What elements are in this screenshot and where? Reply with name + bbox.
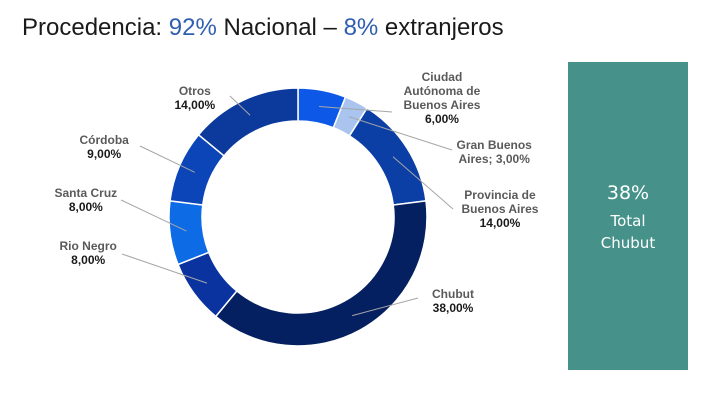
leader-line bbox=[352, 297, 419, 317]
slice-label-name: Otros bbox=[178, 84, 211, 98]
title-pct-nacional: 92% bbox=[168, 14, 217, 41]
leader-line bbox=[392, 156, 454, 210]
slice-label-name: Gran Buenos bbox=[456, 138, 532, 152]
chubut-total-box: 38% Total Chubut bbox=[568, 62, 688, 370]
slice-label-name: Chubut bbox=[432, 287, 474, 301]
title-part-1: Procedencia: bbox=[22, 14, 169, 41]
slice-label: Otros 14,00% bbox=[175, 84, 216, 112]
slice-label-name: Autónoma de bbox=[403, 84, 481, 98]
donut-slice bbox=[168, 199, 210, 266]
chart-title: Procedencia: 92% Nacional – 8% extranjer… bbox=[22, 14, 504, 42]
slice-label-value: 8,00% bbox=[71, 253, 106, 267]
donut-slice bbox=[197, 87, 299, 157]
slice-label: Chubut 38,00% bbox=[432, 287, 474, 315]
slice-label-value: 14,00% bbox=[479, 216, 521, 230]
slice-label-name: Córdoba bbox=[79, 133, 129, 147]
leader-line bbox=[120, 199, 187, 232]
slice-label: Provincia de Buenos Aires 14,00% bbox=[462, 188, 539, 230]
slice-label-name: Provincia de bbox=[464, 188, 536, 202]
slice-label: Santa Cruz 8,00% bbox=[55, 186, 118, 214]
slice-label-value: 38,00% bbox=[432, 301, 474, 315]
slice-label-name: Buenos Aires bbox=[403, 98, 481, 112]
slice-label-name: Aires; 3,00% bbox=[458, 152, 530, 166]
chubut-total-name: Chubut bbox=[600, 234, 656, 252]
leader-line bbox=[229, 95, 251, 116]
donut-slice bbox=[214, 199, 428, 347]
donut-slices bbox=[168, 87, 428, 347]
slice-label-value: 14,00% bbox=[174, 98, 216, 112]
title-part-3: extranjeros bbox=[378, 14, 504, 41]
title-part-2: Nacional – bbox=[216, 14, 344, 41]
slice-label: Córdoba 9,00% bbox=[80, 133, 129, 161]
slice-label-name: Rio Negro bbox=[59, 239, 117, 253]
chubut-total-label: Total bbox=[610, 212, 646, 230]
leader-lines bbox=[120, 95, 454, 317]
leader-line bbox=[139, 145, 195, 173]
slice-label: Ciudad Autónoma de Buenos Aires 6,00% bbox=[404, 70, 481, 126]
chubut-total-value: 38% bbox=[606, 182, 650, 204]
slice-label: Rio Negro 8,00% bbox=[60, 239, 117, 267]
slice-label-name: Ciudad bbox=[421, 70, 463, 84]
leader-line bbox=[348, 116, 453, 151]
slice-label-value: 6,00% bbox=[424, 112, 459, 126]
leader-line bbox=[319, 105, 393, 113]
slice-label: Gran Buenos Aires; 3,00% bbox=[457, 138, 532, 166]
title-pct-extranjeros: 8% bbox=[343, 14, 379, 41]
slice-label-name: Santa Cruz bbox=[54, 186, 118, 200]
slice-label-name: Buenos Aires bbox=[461, 202, 539, 216]
leader-line bbox=[121, 253, 208, 284]
slice-label-value: 9,00% bbox=[87, 147, 122, 161]
slice-label-value: 8,00% bbox=[68, 200, 103, 214]
